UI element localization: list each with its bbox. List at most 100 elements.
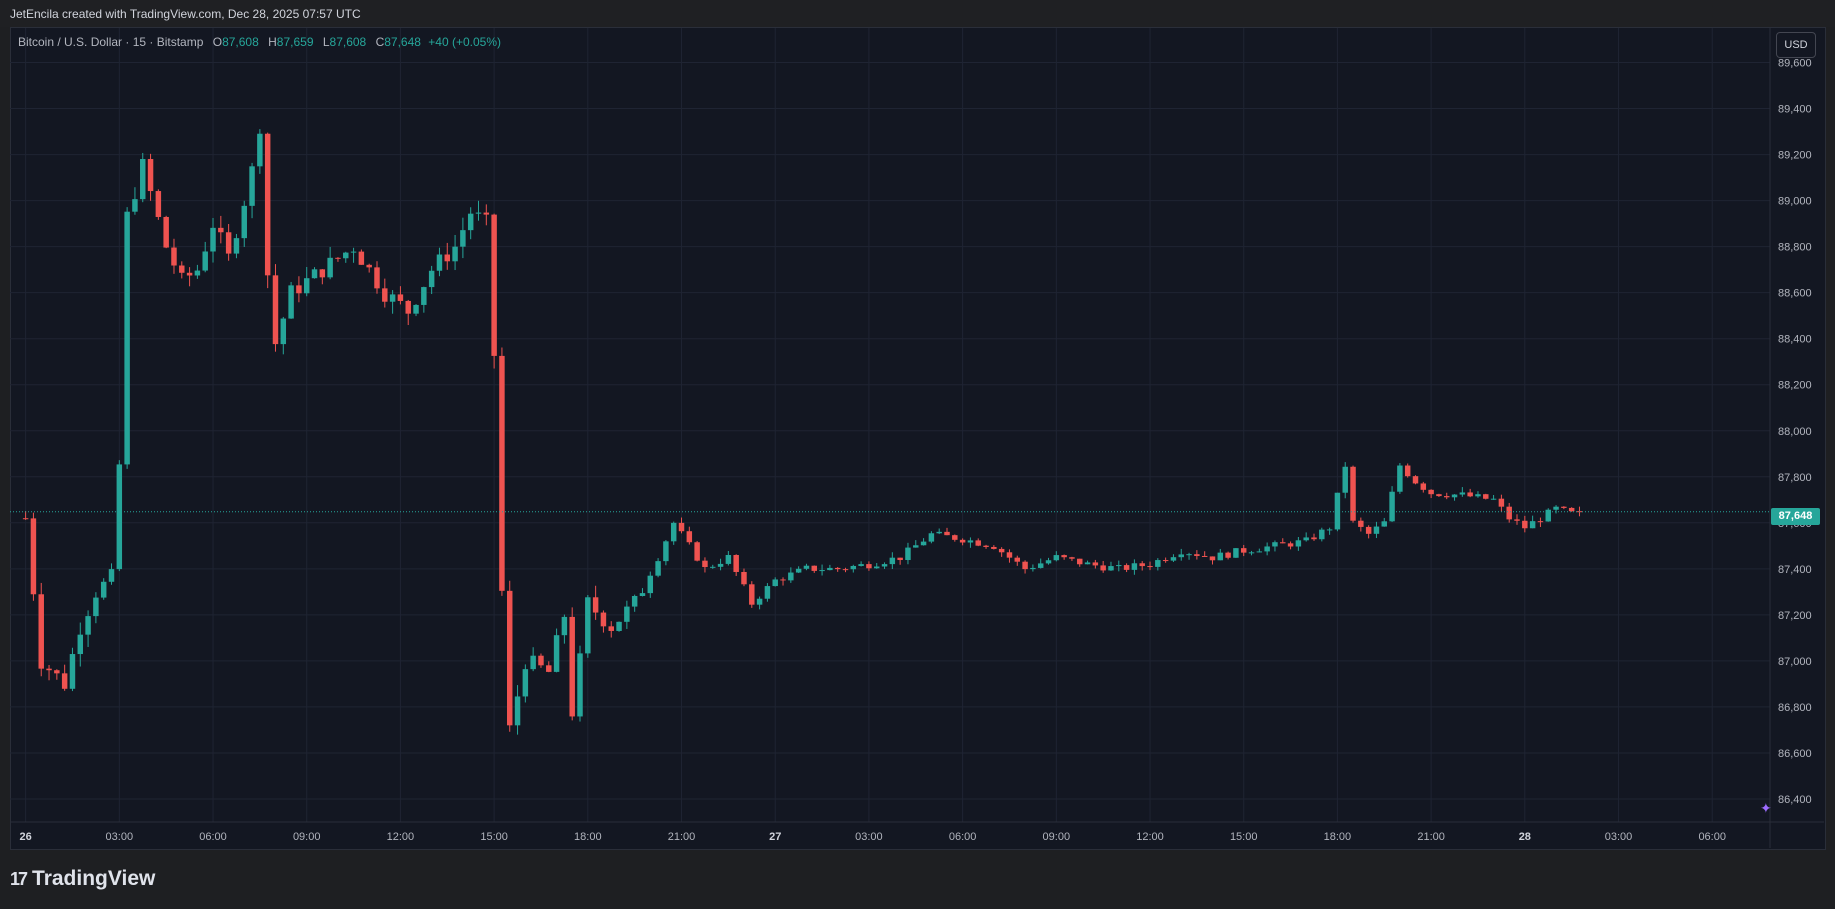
candle-body — [85, 616, 91, 635]
candle-body — [303, 278, 310, 294]
candle-body — [311, 269, 318, 279]
x-tick-label: 26 — [19, 831, 31, 843]
candle-body — [952, 535, 958, 540]
candle-body — [233, 238, 240, 254]
candle-body — [1287, 543, 1294, 547]
candle-body — [225, 232, 232, 254]
candle-body — [1162, 560, 1169, 562]
candle-body — [54, 670, 60, 674]
candle-body — [1022, 561, 1028, 570]
candle-body — [936, 531, 942, 534]
x-tick-label: 12:00 — [387, 831, 415, 843]
candle-body — [686, 531, 693, 543]
chart-pane[interactable] — [10, 27, 1826, 850]
x-tick-label: 12:00 — [1136, 831, 1164, 843]
open-value: 87,608 — [222, 35, 259, 49]
candle-body — [452, 246, 458, 262]
candle-body — [1006, 552, 1013, 558]
high-label: H — [268, 35, 277, 49]
candle-body — [132, 199, 138, 212]
sparkle-icon[interactable]: ✦ — [1760, 800, 1772, 816]
candle-body — [1264, 546, 1270, 552]
y-tick-label: 88,200 — [1778, 380, 1812, 392]
candle-body — [444, 254, 450, 262]
currency-button[interactable]: USD — [1776, 32, 1816, 58]
candle-body — [296, 285, 302, 294]
candle-body — [1217, 552, 1224, 561]
candle-body — [413, 304, 419, 314]
x-tick-label: 18:00 — [1324, 831, 1352, 843]
candle-body — [171, 247, 177, 266]
y-tick-label: 88,000 — [1778, 426, 1812, 438]
candle-body — [998, 548, 1005, 553]
candle-body — [858, 564, 864, 566]
candle-body — [1311, 537, 1317, 540]
candle-body — [1412, 476, 1419, 484]
candle-body — [1350, 466, 1356, 521]
candle-body — [257, 133, 263, 167]
attribution-bar: JetEncila created with TradingView.com, … — [0, 0, 1835, 27]
candle-body — [905, 547, 911, 561]
candle-body — [889, 557, 896, 565]
candle-body — [795, 568, 802, 573]
candle-body — [1490, 498, 1497, 500]
candle-body — [975, 540, 981, 546]
candle-body — [1326, 529, 1333, 531]
candle-body — [467, 213, 474, 231]
candle-body — [827, 567, 833, 571]
candle-body — [1334, 492, 1341, 530]
candle-body — [1303, 537, 1309, 541]
candle-body — [913, 545, 919, 548]
candle-body — [1272, 542, 1278, 547]
candle-body — [592, 597, 599, 613]
y-tick-label: 86,800 — [1778, 702, 1812, 714]
candle-body — [202, 251, 208, 271]
candle-body — [749, 584, 755, 605]
candle-body — [1178, 554, 1184, 558]
candle-body — [1451, 494, 1458, 498]
candle-body — [77, 634, 84, 655]
candle-body — [1225, 552, 1231, 558]
candle-body — [1545, 509, 1551, 522]
candle-body — [61, 673, 68, 689]
candle-body — [1147, 566, 1153, 568]
candle-body — [358, 251, 365, 265]
candle-body — [69, 654, 76, 689]
x-tick-label: 09:00 — [293, 831, 321, 843]
candle-body — [717, 563, 724, 567]
candle-body — [928, 533, 935, 542]
x-tick-label: 28 — [1519, 831, 1531, 843]
x-tick-label: 15:00 — [480, 831, 508, 843]
y-tick-label: 88,600 — [1778, 288, 1812, 300]
x-tick-label: 06:00 — [949, 831, 977, 843]
candle-body — [147, 159, 154, 192]
candle-body — [288, 285, 294, 319]
candle-body — [546, 665, 552, 672]
y-tick-label: 88,400 — [1778, 334, 1812, 346]
y-tick-label: 89,600 — [1778, 58, 1812, 70]
y-tick-label: 86,400 — [1778, 794, 1812, 806]
candle-body — [1568, 507, 1575, 512]
candle-body — [1373, 526, 1380, 534]
candle-body — [343, 252, 349, 259]
candle-body — [944, 531, 950, 536]
close-label: C — [375, 35, 385, 49]
attribution-text: JetEncila created with TradingView.com, … — [10, 7, 361, 21]
candle-body — [280, 318, 287, 345]
x-tick-label: 03:00 — [855, 831, 883, 843]
symbol-name[interactable]: Bitcoin / U.S. Dollar · 15 · Bitstamp — [18, 35, 204, 49]
candle-body — [1342, 466, 1348, 493]
candle-body — [1529, 521, 1536, 529]
candle-body — [1319, 529, 1325, 540]
candle-body — [725, 554, 732, 564]
candle-body — [1201, 555, 1208, 557]
change-value: +40 (+0.05%) — [428, 35, 502, 49]
x-tick-label: 06:00 — [199, 831, 227, 843]
candle-body — [22, 518, 29, 520]
x-tick-label: 15:00 — [1230, 831, 1258, 843]
candle-body — [577, 653, 583, 717]
candle-body — [850, 565, 857, 570]
last-price-tag: 87,648 — [1771, 508, 1820, 525]
candle-body — [366, 264, 372, 268]
